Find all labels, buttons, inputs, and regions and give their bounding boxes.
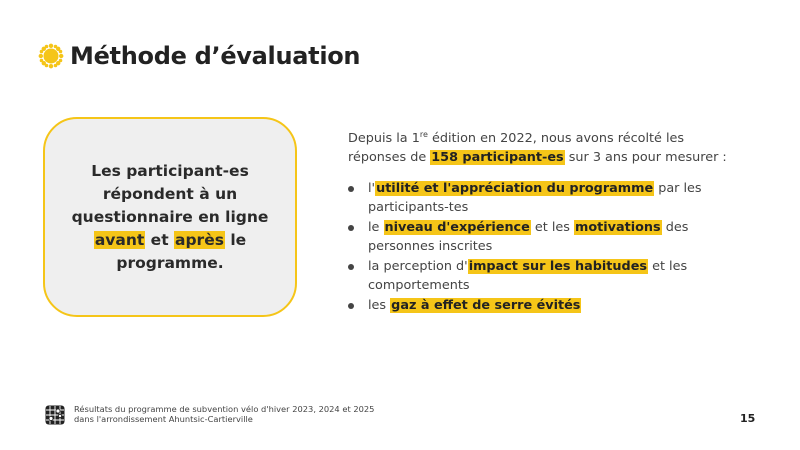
highlight-apres: après (174, 230, 225, 249)
item-highlight: utilité et l'appréciation du programme (375, 181, 655, 196)
card-text-fragment: le (224, 230, 247, 249)
card-text: Les participant-es répondent à un questi… (54, 160, 287, 275)
item-text: et les comportements (368, 259, 688, 293)
item-text: l' (368, 181, 376, 196)
map-grid-icon (45, 405, 65, 425)
item-text: le (368, 220, 384, 235)
page-number: 15 (740, 412, 756, 425)
card-line: programme. (116, 253, 224, 272)
participant-count-highlight: 158 participant-es (430, 150, 565, 165)
card-text-fragment: et (145, 230, 174, 249)
item-text: les (368, 298, 391, 313)
measures-list: l'utilité et l'appréciation du programme… (348, 179, 728, 315)
item-text: par les participants-tes (368, 181, 702, 215)
ordinal-superscript: re (419, 130, 428, 139)
bullet-icon (348, 264, 354, 270)
intro-text: sur 3 ans pour mesurer : (564, 150, 727, 165)
footer-caption: Résultats du programme de subvention vél… (74, 404, 374, 424)
list-item: l'utilité et l'appréciation du programme… (348, 179, 728, 217)
card-line: Les participant-es (91, 161, 249, 180)
bullet-icon (348, 225, 354, 231)
list-item: le niveau d'expérience et les motivation… (348, 218, 728, 256)
item-text: la perception d' (368, 259, 468, 274)
item-highlight: niveau d'expérience (383, 220, 531, 235)
item-highlight: motivations (574, 220, 662, 235)
item-text: et les (530, 220, 575, 235)
list-item: les gaz à effet de serre évités (348, 296, 728, 315)
footer-line: Résultats du programme de subvention vél… (74, 404, 375, 414)
description: Depuis la 1re édition en 2022, nous avon… (348, 129, 728, 316)
bullet-icon (348, 303, 354, 309)
footer: Résultats du programme de subvention vél… (45, 404, 374, 425)
item-highlight: gaz à effet de serre évités (390, 298, 582, 313)
method-card: Les participant-es répondent à un questi… (43, 117, 297, 317)
list-item: la perception d'impact sur les habitudes… (348, 257, 728, 295)
intro-text: Depuis la 1 (348, 131, 420, 146)
item-highlight: impact sur les habitudes (467, 259, 648, 274)
footer-line: dans l'arrondissement Ahuntsic-Cartiervi… (74, 414, 253, 424)
card-line: questionnaire en ligne (71, 207, 269, 226)
intro-paragraph: Depuis la 1re édition en 2022, nous avon… (348, 129, 728, 167)
card-line: répondent à un (102, 184, 238, 203)
intro-text: édition en 2022, nous avons récolté les … (348, 131, 685, 165)
item-text: des personnes inscrites (368, 220, 689, 254)
page-title: Méthode d’évaluation (70, 42, 361, 70)
sun-icon (38, 43, 64, 69)
bullet-icon (348, 186, 354, 192)
highlight-avant: avant (93, 230, 146, 249)
slide-header: Méthode d’évaluation (38, 42, 361, 70)
